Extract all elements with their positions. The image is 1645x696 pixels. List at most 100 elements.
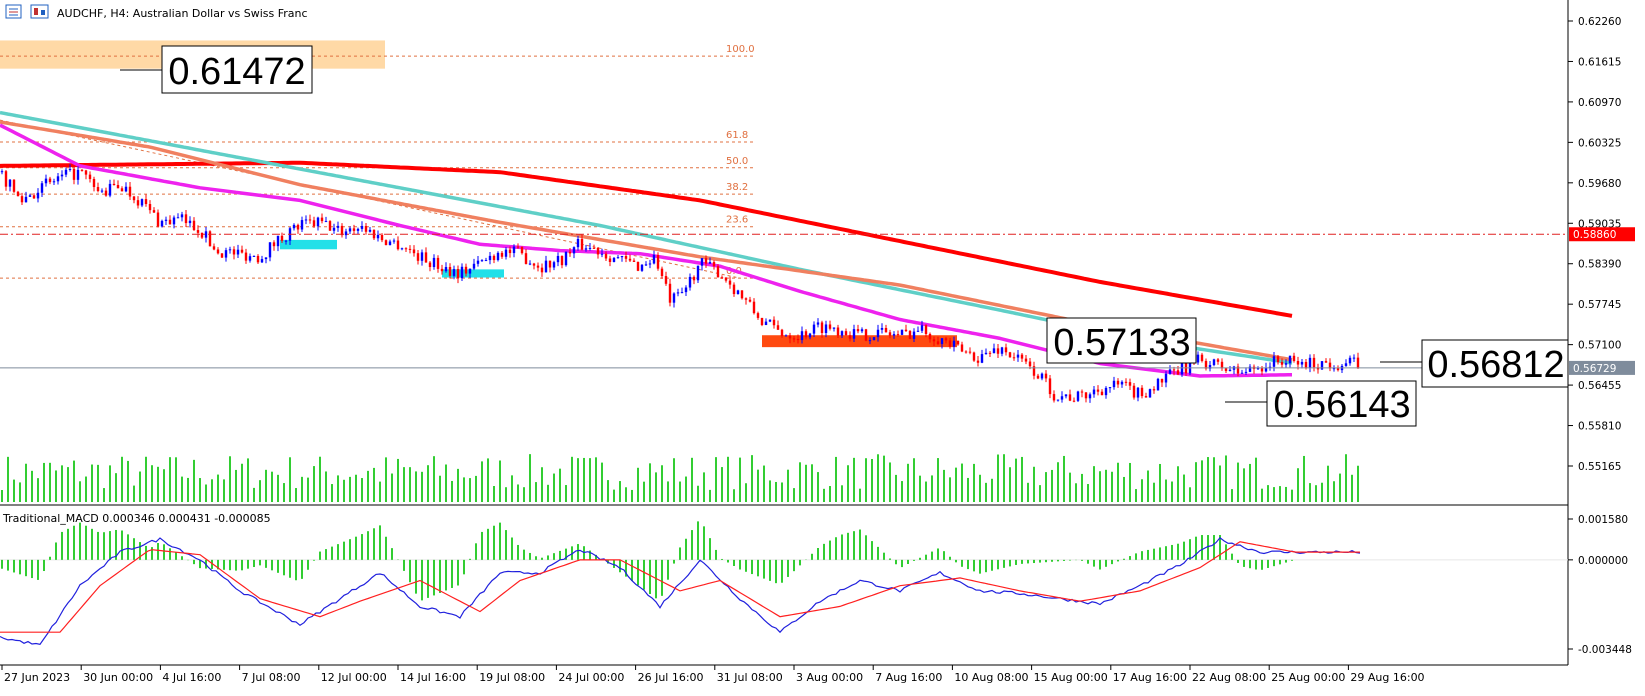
time-tick-label: 31 Jul 08:00 bbox=[717, 671, 783, 684]
candle-body bbox=[880, 328, 884, 330]
candle-body bbox=[216, 249, 220, 254]
candle-body bbox=[1092, 389, 1096, 395]
candle-body bbox=[712, 262, 716, 267]
candle-body bbox=[1004, 347, 1008, 353]
zone-demand bbox=[762, 335, 957, 348]
candle-body bbox=[324, 221, 328, 223]
candle-body bbox=[256, 255, 260, 263]
time-axis: 27 Jun 2023 30 Jun 00:00 4 Jul 16:00 7 Jul … bbox=[1, 665, 1425, 684]
candle-body bbox=[932, 339, 936, 342]
price-axis: 0.622600.616150.609700.603250.596800.590… bbox=[1568, 16, 1635, 473]
candle-body bbox=[1212, 359, 1216, 366]
label-low-level[interactable]: 0.56143 bbox=[1225, 380, 1417, 427]
candle-body bbox=[796, 339, 800, 341]
candle-body bbox=[32, 195, 36, 199]
candle-body bbox=[368, 229, 372, 232]
candle-body bbox=[500, 252, 504, 257]
candle-body bbox=[1260, 368, 1264, 372]
candle-body bbox=[172, 217, 176, 225]
candle-body bbox=[40, 183, 44, 193]
candle-body bbox=[176, 217, 180, 219]
candle-body bbox=[884, 328, 888, 333]
candle-body bbox=[1036, 375, 1040, 379]
candle-body bbox=[924, 325, 928, 334]
candle-body bbox=[568, 251, 572, 254]
candle-body bbox=[816, 322, 820, 325]
candle-body bbox=[608, 258, 612, 262]
label-right-level[interactable]: 0.56812 bbox=[1380, 339, 1569, 388]
candle-body bbox=[340, 225, 344, 236]
candle-body bbox=[1100, 391, 1104, 396]
candle-body bbox=[968, 351, 972, 353]
candle-body bbox=[1304, 361, 1308, 368]
candle-body bbox=[296, 224, 300, 230]
candle-body bbox=[788, 335, 792, 339]
candle-body bbox=[24, 196, 28, 203]
candle-body bbox=[1208, 365, 1212, 369]
candle-body bbox=[1020, 354, 1024, 359]
candle-body bbox=[336, 225, 340, 228]
candle-body bbox=[692, 276, 696, 281]
candle-body bbox=[128, 186, 132, 197]
candle-body bbox=[1144, 396, 1148, 398]
candle-body bbox=[360, 226, 364, 229]
candle-body bbox=[196, 230, 200, 233]
candle-body bbox=[280, 235, 284, 241]
candle-body bbox=[656, 254, 660, 269]
candle-body bbox=[1196, 354, 1200, 363]
candle-body bbox=[700, 258, 704, 266]
candle-body bbox=[1040, 373, 1044, 379]
candle-body bbox=[572, 247, 576, 254]
chart-window-icon[interactable] bbox=[30, 4, 49, 19]
candle-body bbox=[1352, 357, 1356, 359]
list-icon[interactable] bbox=[5, 4, 22, 19]
candle-body bbox=[460, 266, 464, 279]
candle-body bbox=[388, 241, 392, 246]
zone-cyan-2 bbox=[442, 269, 504, 278]
candle-body bbox=[108, 183, 112, 196]
candle-body bbox=[1268, 366, 1272, 368]
chart-title: AUDCHF, H4: Australian Dollar vs Swiss F… bbox=[57, 7, 308, 20]
time-tick-label: 7 Jul 08:00 bbox=[242, 671, 301, 684]
label-top-level[interactable]: 0.61472 bbox=[120, 45, 313, 94]
candle-body bbox=[1108, 387, 1112, 389]
candle-body bbox=[676, 292, 680, 294]
candle-body bbox=[444, 266, 448, 272]
candle-body bbox=[1060, 396, 1064, 400]
candle-body bbox=[272, 242, 276, 247]
candle-body bbox=[20, 196, 24, 203]
candle-body bbox=[516, 246, 520, 248]
candle-body bbox=[576, 238, 580, 248]
candle-body bbox=[1048, 378, 1052, 395]
candle-body bbox=[284, 240, 288, 242]
zone-cyan-1 bbox=[280, 239, 337, 250]
time-tick-label: 3 Aug 00:00 bbox=[796, 671, 863, 684]
candle-body bbox=[540, 267, 544, 273]
candle-body bbox=[424, 252, 428, 263]
candle-body bbox=[488, 255, 492, 261]
price-tick-label: 0.57745 bbox=[1578, 299, 1621, 311]
candle-body bbox=[612, 258, 616, 262]
candle-body bbox=[772, 319, 776, 326]
candle-body bbox=[1348, 357, 1352, 364]
candle-body bbox=[72, 168, 76, 180]
candle-body bbox=[536, 265, 540, 268]
candle-body bbox=[552, 262, 556, 268]
candle-body bbox=[180, 214, 184, 218]
candle-body bbox=[756, 313, 760, 318]
candle-body bbox=[520, 246, 524, 254]
candle-body bbox=[544, 260, 548, 273]
candle-body bbox=[564, 251, 568, 266]
time-tick-label: 14 Jul 16:00 bbox=[400, 671, 466, 684]
candle-body bbox=[976, 360, 980, 363]
candle-body bbox=[672, 293, 676, 303]
fib-label: 50.0 bbox=[726, 156, 748, 167]
time-tick-label: 25 Aug 00:00 bbox=[1271, 671, 1345, 684]
candle-body bbox=[528, 263, 532, 265]
label-mid-level[interactable]: 0.57133 bbox=[1046, 317, 1197, 364]
candle-body bbox=[1056, 399, 1060, 401]
candle-body bbox=[1332, 368, 1336, 370]
candle-body bbox=[980, 354, 984, 363]
candle-body bbox=[868, 340, 872, 342]
